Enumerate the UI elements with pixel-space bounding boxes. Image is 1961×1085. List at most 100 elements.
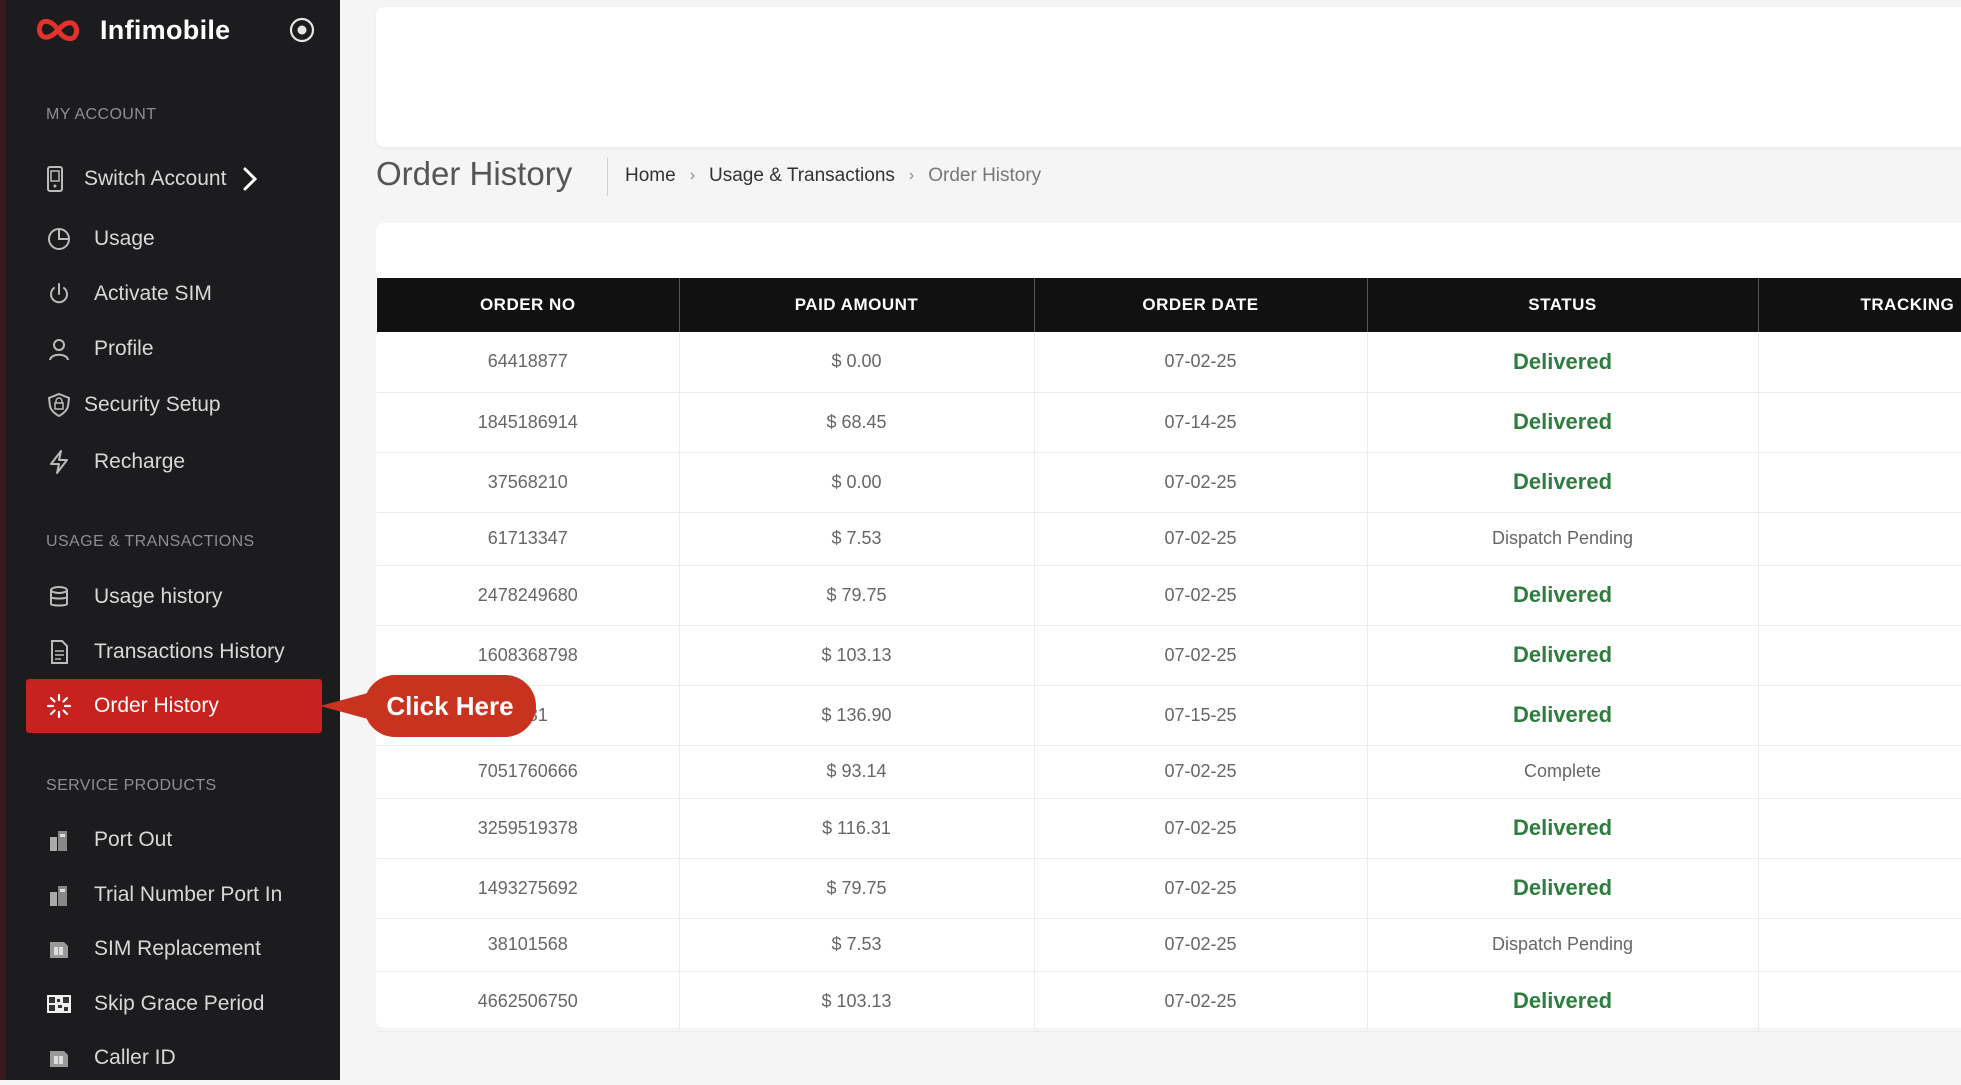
breadcrumb-usage-transactions[interactable]: Usage & Transactions <box>709 165 895 186</box>
tracking-cell <box>1758 745 1961 799</box>
sidebar-item-switch-account[interactable]: Switch Account <box>26 152 322 206</box>
tracking-cell <box>1758 625 1961 686</box>
sidebar-item-label: Port Out <box>94 828 173 851</box>
order-no-cell: 4662506750 <box>377 971 680 1032</box>
tracking-cell <box>1758 798 1961 859</box>
sidebar-item-recharge[interactable]: Recharge <box>26 435 322 489</box>
order-date-cell: 07-02-25 <box>1034 918 1368 972</box>
order-date-cell: 07-02-25 <box>1034 971 1368 1032</box>
status-cell: Delivered <box>1367 971 1759 1032</box>
table-row[interactable]: 1493275692 $ 79.75 07-02-25 Delivered <box>377 858 1961 919</box>
status-cell: Delivered <box>1367 625 1759 686</box>
order-no-cell: 3259519378 <box>377 798 680 859</box>
table-row[interactable]: 4662506750 $ 103.13 07-02-25 Delivered <box>377 971 1961 1032</box>
status-cell: Delivered <box>1367 685 1759 746</box>
orders-table-body: 64418877 $ 0.00 07-02-25 Delivered 184518691… <box>377 332 1961 1032</box>
paid-amount-cell: $ 7.53 <box>679 512 1035 566</box>
tracking-cell <box>1758 918 1961 972</box>
status-cell: Delivered <box>1367 798 1759 859</box>
sidebar-item-skip-grace-period[interactable]: Skip Grace Period <box>26 977 322 1031</box>
order-date-cell: 07-02-25 <box>1034 798 1368 859</box>
page-title: Order History <box>376 155 573 192</box>
sidebar-item-usage[interactable]: Usage <box>26 212 322 266</box>
chevron-right-icon: › <box>689 167 696 184</box>
sidebar-edge <box>0 0 6 1080</box>
order-date-cell: 07-02-25 <box>1034 858 1368 919</box>
status-cell: Delivered <box>1367 392 1759 453</box>
lightning-icon <box>44 447 74 477</box>
section-label-usage-transactions: USAGE & TRANSACTIONS <box>46 533 255 550</box>
table-row[interactable]: 7051760666 $ 93.14 07-02-25 Complete <box>377 745 1961 799</box>
breadcrumb: Home › Usage & Transactions › Order Hist… <box>625 165 1041 187</box>
tracking-cell <box>1758 452 1961 513</box>
table-row[interactable]: 37568210 $ 0.00 07-02-25 Delivered <box>377 452 1961 513</box>
sidebar-item-profile[interactable]: Profile <box>26 322 322 376</box>
status-cell: Delivered <box>1367 332 1759 393</box>
sidebar-item-transactions-history[interactable]: Transactions History <box>26 625 322 679</box>
order-date-cell: 07-02-25 <box>1034 625 1368 686</box>
breadcrumb-home[interactable]: Home <box>625 165 676 186</box>
sidebar-item-security-setup[interactable]: Security Setup <box>26 378 322 432</box>
section-label-my-account: MY ACCOUNT <box>46 106 157 123</box>
sidebar-item-port-out[interactable]: Port Out <box>26 813 322 867</box>
table-row[interactable]: 1608368798 $ 103.13 07-02-25 Delivered <box>377 625 1961 686</box>
paid-amount-cell: $ 116.31 <box>679 798 1035 859</box>
status-cell: Delivered <box>1367 565 1759 626</box>
port-icon <box>44 825 74 855</box>
sidebar-item-label: Switch Account <box>84 167 227 190</box>
column-header-paid-amount: PAID AMOUNT <box>679 278 1035 332</box>
target-icon[interactable] <box>288 16 316 44</box>
sidebar-item-usage-history[interactable]: Usage history <box>26 570 322 624</box>
paid-amount-cell: $ 79.75 <box>679 858 1035 919</box>
sidebar-item-label: Security Setup <box>84 393 221 416</box>
sidebar-item-label: Caller ID <box>94 1046 176 1069</box>
tracking-cell <box>1758 332 1961 393</box>
paid-amount-cell: $ 79.75 <box>679 565 1035 626</box>
loader-icon <box>44 691 74 721</box>
sidebar-item-label: Transactions History <box>94 640 285 663</box>
status-cell: Delivered <box>1367 858 1759 919</box>
paid-amount-cell: $ 103.13 <box>679 625 1035 686</box>
sidebar-item-order-history[interactable]: Order History <box>26 679 322 733</box>
sidebar-item-label: Profile <box>94 337 154 360</box>
order-date-cell: 07-02-25 <box>1034 452 1368 513</box>
tracking-cell <box>1758 565 1961 626</box>
user-icon <box>44 334 74 364</box>
table-header-row: ORDER NO PAID AMOUNT ORDER DATE STATUS T… <box>377 278 1961 332</box>
power-icon <box>44 279 74 309</box>
table-row[interactable]: 64418877 $ 0.00 07-02-25 Delivered <box>377 332 1961 393</box>
breadcrumb-current: Order History <box>928 165 1042 186</box>
qr-icon <box>44 989 74 1019</box>
sidebar-item-label: Recharge <box>94 450 186 473</box>
tracking-cell <box>1758 512 1961 566</box>
sidebar-item-sim-replacement[interactable]: SIM Replacement <box>26 922 322 976</box>
table-row[interactable]: 2478249680 $ 79.75 07-02-25 Delivered <box>377 565 1961 626</box>
document-icon <box>44 637 74 667</box>
sidebar-item-activate-sim[interactable]: Activate SIM <box>26 267 322 321</box>
infinity-logo-icon <box>36 18 80 42</box>
paid-amount-cell: $ 68.45 <box>679 392 1035 453</box>
table-row[interactable]: 61713347 $ 7.53 07-02-25 Dispatch Pending <box>377 512 1961 566</box>
tracking-cell <box>1758 971 1961 1032</box>
paid-amount-cell: $ 0.00 <box>679 452 1035 513</box>
sidebar-item-label: Skip Grace Period <box>94 992 265 1015</box>
order-no-cell: 64418877 <box>377 332 680 393</box>
table-row[interactable]: 38101568 $ 7.53 07-02-25 Dispatch Pending <box>377 918 1961 972</box>
port-icon <box>44 880 74 910</box>
paid-amount-cell: $ 0.00 <box>679 332 1035 393</box>
table-row[interactable]: 3259519378 $ 116.31 07-02-25 Delivered <box>377 798 1961 859</box>
shield-lock-icon <box>44 390 74 420</box>
order-no-cell: 7051760666 <box>377 745 680 799</box>
order-date-cell: 07-02-25 <box>1034 565 1368 626</box>
section-label-service-products: SERVICE PRODUCTS <box>46 777 217 794</box>
column-header-tracking: TRACKING <box>1758 278 1961 332</box>
sidebar-item-caller-id[interactable]: Caller ID <box>26 1031 322 1085</box>
table-row[interactable]: 1845186914 $ 68.45 07-14-25 Delivered <box>377 392 1961 453</box>
paid-amount-cell: $ 93.14 <box>679 745 1035 799</box>
sidebar-item-label: SIM Replacement <box>94 937 261 960</box>
sidebar-item-label: Activate SIM <box>94 282 212 305</box>
brand-logo[interactable]: Infimobile <box>34 10 231 50</box>
sidebar-item-trial-number-port-in[interactable]: Trial Number Port In <box>26 868 322 922</box>
tracking-cell <box>1758 685 1961 746</box>
